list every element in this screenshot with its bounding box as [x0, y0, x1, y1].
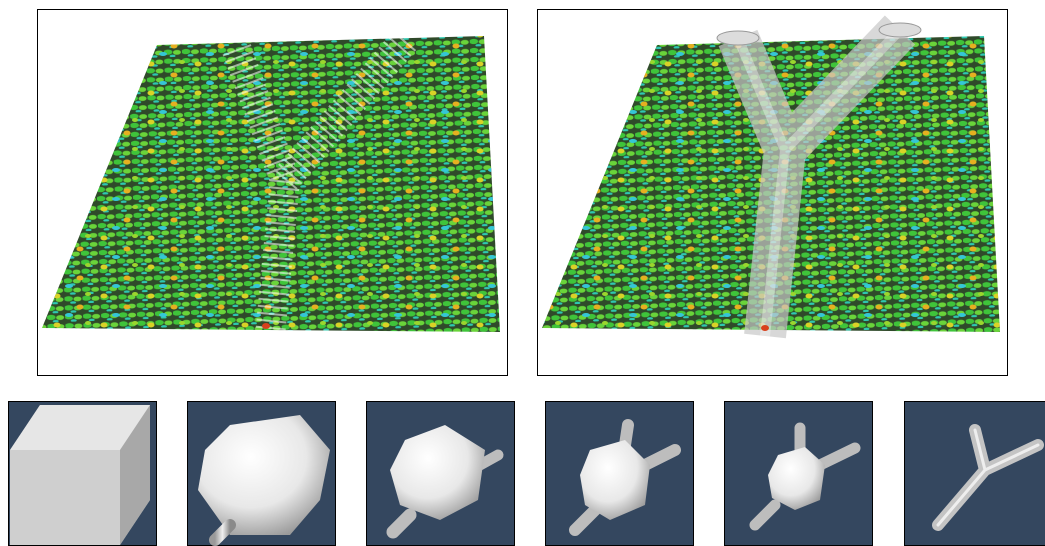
glyph [262, 323, 270, 329]
stage-3 [367, 402, 515, 546]
evolution-strip [9, 402, 1045, 546]
stage-5 [725, 402, 873, 546]
stage-4 [546, 402, 694, 546]
glyph-field-panel [38, 10, 508, 376]
glyph [761, 325, 769, 331]
figure [0, 0, 1045, 546]
page [0, 0, 1045, 546]
tube-cap [717, 31, 759, 45]
stage-6 [905, 402, 1045, 546]
stage-2 [188, 402, 336, 546]
tube-cap [879, 23, 921, 37]
stage-1 [9, 402, 157, 546]
tube-overlay-panel [538, 10, 1008, 376]
